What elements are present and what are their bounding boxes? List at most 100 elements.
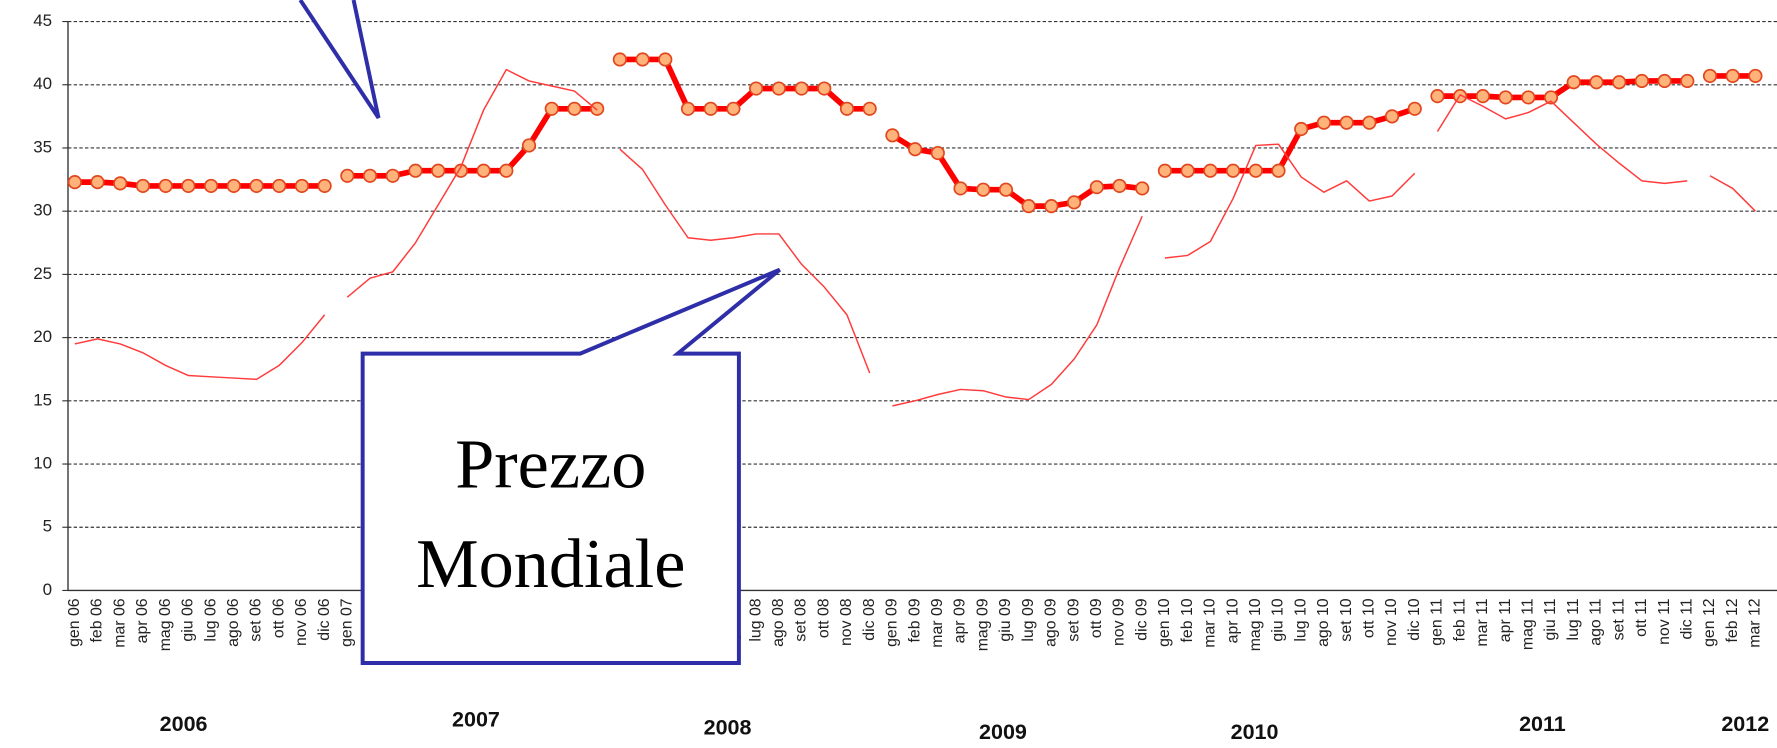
point xyxy=(499,163,514,178)
point xyxy=(67,175,82,190)
world-price-line xyxy=(619,148,871,374)
y-tick-label: 35 xyxy=(33,137,52,156)
y-tick-label: 5 xyxy=(43,517,52,536)
point xyxy=(113,176,128,191)
x-tick-label: nov 08 xyxy=(838,598,855,646)
x-tick-label: gen 11 xyxy=(1429,598,1446,646)
year-label: 2008 xyxy=(704,715,752,739)
point xyxy=(544,101,559,116)
point xyxy=(1316,115,1331,130)
x-tick-label: giu 09 xyxy=(997,598,1014,641)
x-tick-label: giu 11 xyxy=(1542,598,1559,640)
x-tick-label: giu 10 xyxy=(1270,598,1287,641)
x-tick-label: mar 12 xyxy=(1747,598,1764,648)
point xyxy=(90,175,105,190)
point xyxy=(839,101,855,116)
x-tick-label: gen 09 xyxy=(884,598,901,647)
x-tick-label: lug 09 xyxy=(1020,598,1037,641)
point xyxy=(726,101,741,116)
x-tick-label: giu 06 xyxy=(180,598,197,641)
point xyxy=(1498,90,1513,105)
point xyxy=(1407,101,1422,116)
x-tick-label: set 08 xyxy=(793,598,810,641)
x-tick-label: apr 06 xyxy=(134,598,151,643)
x-tick-label: dic 08 xyxy=(861,598,878,640)
point xyxy=(658,52,673,67)
x-tick-label: mag 11 xyxy=(1519,598,1536,650)
x-tick-label: dic 10 xyxy=(1406,598,1423,640)
year-label: 2012 xyxy=(1721,712,1769,736)
point xyxy=(1725,68,1740,83)
x-tick-label: set 09 xyxy=(1065,598,1082,641)
y-tick-label: 30 xyxy=(33,201,52,220)
x-tick-label: ott 06 xyxy=(270,598,287,638)
point xyxy=(1067,195,1082,210)
point xyxy=(862,101,877,116)
point xyxy=(1157,163,1173,178)
point xyxy=(1543,90,1559,105)
x-tick-label: apr 10 xyxy=(1224,598,1241,643)
x-tick-label: ott 08 xyxy=(815,598,832,638)
point xyxy=(590,101,605,116)
point xyxy=(953,181,968,196)
year-label: 2011 xyxy=(1519,712,1566,736)
x-tick-label: mag 09 xyxy=(974,598,991,651)
world-price-line xyxy=(1436,94,1688,185)
price-line xyxy=(74,179,325,189)
point xyxy=(1634,73,1649,89)
x-tick-label: ago 06 xyxy=(225,598,242,647)
x-tick-label: mag 10 xyxy=(1247,598,1264,651)
point xyxy=(680,101,696,116)
x-tick-label: lug 08 xyxy=(747,598,764,641)
point xyxy=(135,178,151,193)
price-line xyxy=(1437,78,1688,101)
callout-box xyxy=(360,267,781,665)
point xyxy=(1225,163,1241,178)
x-tick-label: gen 07 xyxy=(339,598,356,647)
year-label: 2009 xyxy=(979,720,1027,744)
plot-area: 0 5 10 15 20 25 30 35 40 45 gen 06 feb 06 mar 06 apr … xyxy=(33,11,1777,744)
point xyxy=(1135,181,1150,196)
x-tick-label: lug 10 xyxy=(1292,598,1309,641)
point xyxy=(771,81,786,96)
x-tick-label: feb 06 xyxy=(89,598,106,642)
x-tick-label: dic 06 xyxy=(316,598,333,640)
y-tick-label: 45 xyxy=(33,11,52,30)
x-tick-label: gen 12 xyxy=(1701,598,1718,647)
x-tick-label: mar 11 xyxy=(1474,598,1491,646)
annotations: Prezzo Mondiale xyxy=(298,0,781,665)
point xyxy=(521,138,537,153)
point xyxy=(612,52,627,67)
x-tick-label: ago 09 xyxy=(1043,598,1060,647)
point xyxy=(181,178,196,193)
point xyxy=(885,128,900,143)
point xyxy=(1271,163,1286,178)
x-tick-label: ago 08 xyxy=(770,598,787,647)
point xyxy=(1203,163,1218,178)
x-tick-label: ott 09 xyxy=(1088,598,1105,638)
point xyxy=(1112,178,1127,193)
callout-text: Prezzo xyxy=(455,425,646,503)
point xyxy=(226,178,241,193)
point xyxy=(203,178,219,193)
point xyxy=(272,178,287,193)
point xyxy=(794,81,809,96)
point xyxy=(1248,163,1263,178)
x-tick-label: gen 06 xyxy=(66,598,83,647)
point xyxy=(317,178,332,193)
point xyxy=(1702,68,1718,83)
x-tick-label: lug 11 xyxy=(1565,598,1582,640)
point xyxy=(1521,90,1536,105)
x-tick-label: ago 10 xyxy=(1315,598,1332,647)
x-tick-label: nov 09 xyxy=(1111,598,1128,646)
world-price-line xyxy=(892,215,1143,407)
y-tick-label: 25 xyxy=(33,264,52,283)
x-tick-label: feb 12 xyxy=(1724,598,1741,642)
point xyxy=(1680,73,1695,89)
point xyxy=(1180,163,1195,178)
point xyxy=(362,168,378,183)
world-price-line xyxy=(1709,175,1756,212)
x-tick-label: dic 09 xyxy=(1133,598,1150,640)
x-tick-label: feb 09 xyxy=(906,598,923,642)
